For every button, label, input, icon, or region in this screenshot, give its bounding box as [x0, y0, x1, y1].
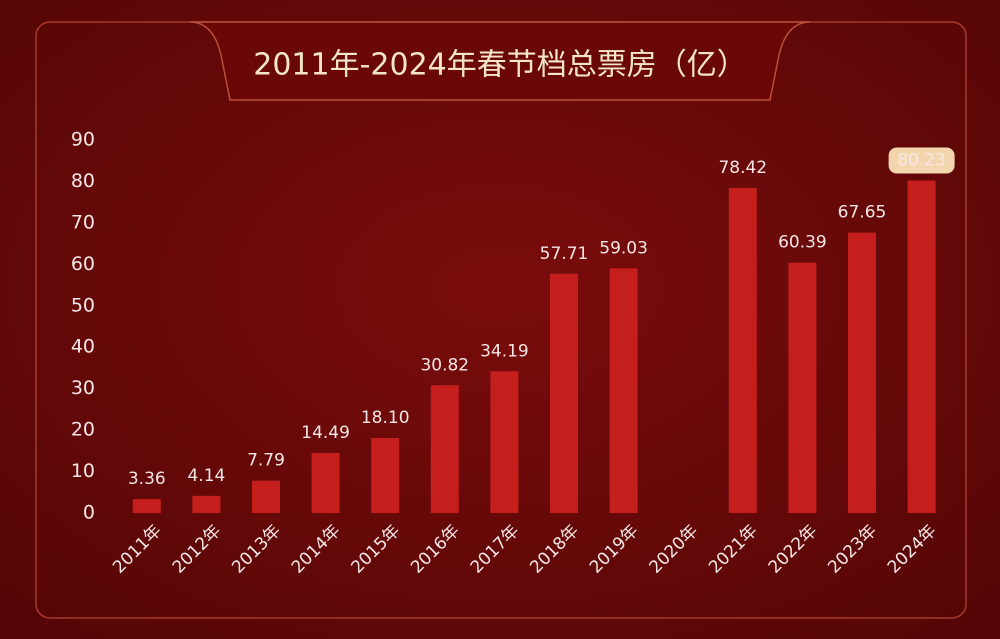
- bar: [490, 371, 519, 513]
- bar: [788, 262, 817, 513]
- y-tick-label: 90: [71, 129, 95, 151]
- bar: [311, 452, 340, 513]
- bar: [609, 268, 638, 513]
- y-tick-label: 70: [71, 211, 95, 233]
- y-tick-label: 80: [71, 170, 95, 192]
- value-label-badge: [888, 147, 955, 174]
- chart-title: 2011年-2024年春节档总票房（亿）: [253, 48, 747, 83]
- value-label: 18.10: [361, 408, 410, 428]
- bar: [907, 180, 936, 514]
- value-label: 60.39: [778, 233, 827, 253]
- bar: [430, 385, 459, 513]
- bar: [848, 232, 876, 513]
- value-label: 4.14: [187, 466, 225, 486]
- value-label: 7.79: [247, 451, 285, 471]
- value-label: 30.82: [420, 355, 469, 375]
- y-tick-label: 0: [83, 502, 95, 524]
- y-tick-label: 30: [71, 377, 95, 399]
- title-banner: [189, 21, 811, 101]
- y-tick-label: 60: [71, 253, 95, 275]
- bar: [252, 480, 280, 513]
- bar: [132, 499, 161, 513]
- value-label: 59.03: [599, 238, 648, 258]
- value-label: 3.36: [128, 469, 166, 489]
- value-label: 67.65: [838, 203, 887, 223]
- value-label: 57.71: [540, 244, 589, 264]
- value-label: 80.23: [897, 150, 946, 170]
- value-label: 14.49: [301, 423, 350, 443]
- bar: [371, 437, 400, 513]
- value-label: 78.42: [718, 158, 767, 178]
- value-label: 34.19: [480, 341, 529, 361]
- bar: [728, 187, 757, 513]
- y-tick-label: 10: [71, 460, 95, 482]
- bar: [550, 273, 578, 513]
- y-tick-label: 50: [71, 294, 95, 316]
- y-tick-label: 40: [71, 336, 95, 358]
- y-tick-label: 20: [71, 419, 95, 441]
- bar: [192, 495, 221, 513]
